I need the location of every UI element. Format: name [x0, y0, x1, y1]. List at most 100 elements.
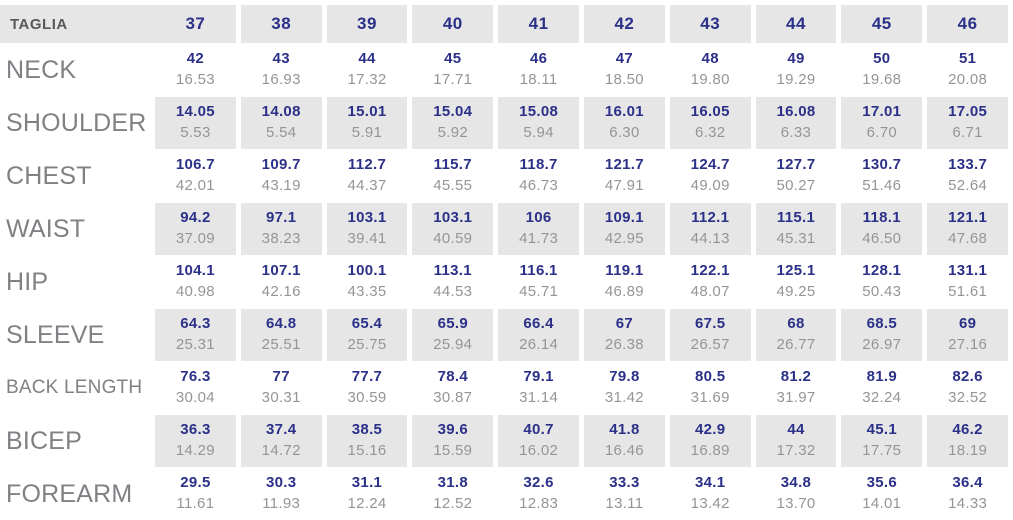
cm-value: 30.3	[265, 474, 297, 492]
inch-value: 16.02	[519, 442, 559, 459]
inch-value: 26.57	[690, 336, 730, 353]
inch-value: 5.53	[180, 124, 211, 141]
inch-value: 5.92	[437, 124, 468, 141]
cm-value: 106	[525, 209, 552, 227]
measurement-cell: 51 20.08	[927, 44, 1008, 96]
cm-value: 38.5	[351, 421, 383, 439]
cm-value: 46	[529, 50, 548, 68]
size-column-header: 42	[584, 5, 665, 43]
cm-value: 64.3	[180, 315, 211, 333]
cm-value: 100.1	[347, 262, 387, 280]
measurement-cell: 125.1 49.25	[756, 256, 837, 308]
inch-value: 14.29	[175, 442, 215, 459]
measurement-cell: 76.3 30.04	[155, 362, 236, 414]
measurement-cell: 121.1 47.68	[927, 203, 1008, 255]
cm-value: 124.7	[690, 156, 730, 174]
cm-value: 107.1	[261, 262, 301, 280]
size-chart-header: TAGLIA 37 38 39 40 41 42 43 44 45 46	[0, 5, 1008, 43]
inch-value: 49.09	[690, 177, 730, 194]
cm-value: 15.01	[347, 103, 387, 121]
cm-value: 45	[444, 50, 462, 68]
measurement-cell: 47 18.50	[584, 44, 665, 96]
cm-value: 66.4	[523, 315, 554, 333]
size-column-header: 41	[498, 5, 579, 43]
inch-value: 15.16	[347, 442, 387, 459]
cm-value: 68.5	[866, 315, 897, 333]
inch-value: 17.75	[862, 442, 902, 459]
inch-value: 38.23	[261, 230, 301, 247]
inch-value: 27.16	[948, 336, 988, 353]
size-column-header: 40	[412, 5, 494, 43]
inch-value: 14.01	[862, 495, 902, 512]
measurement-cell: 31.1 12.24	[327, 468, 408, 520]
cm-value: 103.1	[433, 209, 473, 227]
inch-value: 51.46	[862, 177, 902, 194]
cm-value: 14.08	[261, 103, 301, 121]
inch-value: 12.83	[519, 495, 559, 512]
cm-value: 42	[186, 50, 205, 68]
table-row: HIP 104.1 40.98 107.1 42.16 100.1 43.35 113.1 44…	[0, 256, 1008, 308]
measurement-cell: 36.4 14.33	[927, 468, 1008, 520]
cm-value: 76.3	[180, 368, 211, 386]
table-row: BACK LENGTH 76.3 30.04 77 30.31 77.7 30.59 78.4…	[0, 362, 1008, 414]
cm-value: 34.8	[780, 474, 812, 492]
cm-value: 14.05	[175, 103, 215, 121]
inch-value: 13.11	[605, 495, 644, 512]
inch-value: 45.55	[433, 177, 473, 194]
cm-value: 33.3	[609, 474, 640, 492]
measurement-cell: 14.05 5.53	[155, 97, 236, 149]
cm-value: 78.4	[437, 368, 468, 386]
cm-value: 40.7	[523, 421, 554, 439]
cm-value: 39.6	[437, 421, 468, 439]
cm-value: 65.4	[351, 315, 383, 333]
inch-value: 5.94	[523, 124, 554, 141]
measurement-cell: 50 19.68	[841, 44, 922, 96]
cm-value: 69	[958, 315, 977, 333]
inch-value: 30.59	[347, 389, 387, 406]
measurement-cell: 31.8 12.52	[412, 468, 493, 520]
inch-value: 48.07	[690, 283, 730, 300]
cm-value: 112.7	[347, 156, 387, 174]
cm-value: 127.7	[776, 156, 816, 174]
inch-value: 37.09	[175, 230, 215, 247]
inch-value: 30.31	[261, 389, 301, 406]
inch-value: 25.31	[175, 336, 215, 353]
measurement-cell: 82.6 32.52	[927, 362, 1008, 414]
inch-value: 6.30	[609, 124, 640, 141]
cm-value: 104.1	[175, 262, 215, 280]
inch-value: 46.89	[604, 283, 644, 300]
cm-value: 122.1	[690, 262, 730, 280]
inch-value: 16.93	[261, 71, 301, 88]
inch-value: 46.73	[519, 177, 559, 194]
cm-value: 119.1	[605, 262, 644, 280]
cm-value: 31.8	[437, 474, 468, 492]
cm-value: 103.1	[347, 209, 387, 227]
inch-value: 15.59	[433, 442, 473, 459]
measurement-cell: 128.1 50.43	[841, 256, 922, 308]
inch-value: 44.13	[690, 230, 730, 247]
inch-value: 17.71	[433, 71, 473, 88]
cm-value: 45.1	[866, 421, 897, 439]
cm-value: 44	[787, 421, 805, 439]
inch-value: 46.50	[862, 230, 902, 247]
cm-value: 32.6	[523, 474, 554, 492]
cm-value: 42.9	[694, 421, 726, 439]
measurement-cell: 133.7 52.64	[927, 150, 1008, 202]
cm-value: 113.1	[433, 262, 472, 280]
cm-value: 17.01	[862, 103, 902, 121]
measurement-cell: 106.7 42.01	[155, 150, 236, 202]
measurement-cell: 124.7 49.09	[670, 150, 751, 202]
measurement-cell: 81.2 31.97	[756, 362, 837, 414]
inch-value: 16.53	[175, 71, 215, 88]
inch-value: 25.75	[347, 336, 387, 353]
measurement-cell: 119.1 46.89	[584, 256, 665, 308]
cm-value: 121.7	[604, 156, 644, 174]
measurement-cell: 48 19.80	[670, 44, 751, 96]
cm-value: 82.6	[952, 368, 983, 386]
cm-value: 44	[358, 50, 376, 68]
inch-value: 12.24	[347, 495, 387, 512]
row-label: BACK LENGTH	[6, 377, 143, 398]
inch-value: 25.51	[261, 336, 301, 353]
cm-value: 67	[615, 315, 634, 333]
